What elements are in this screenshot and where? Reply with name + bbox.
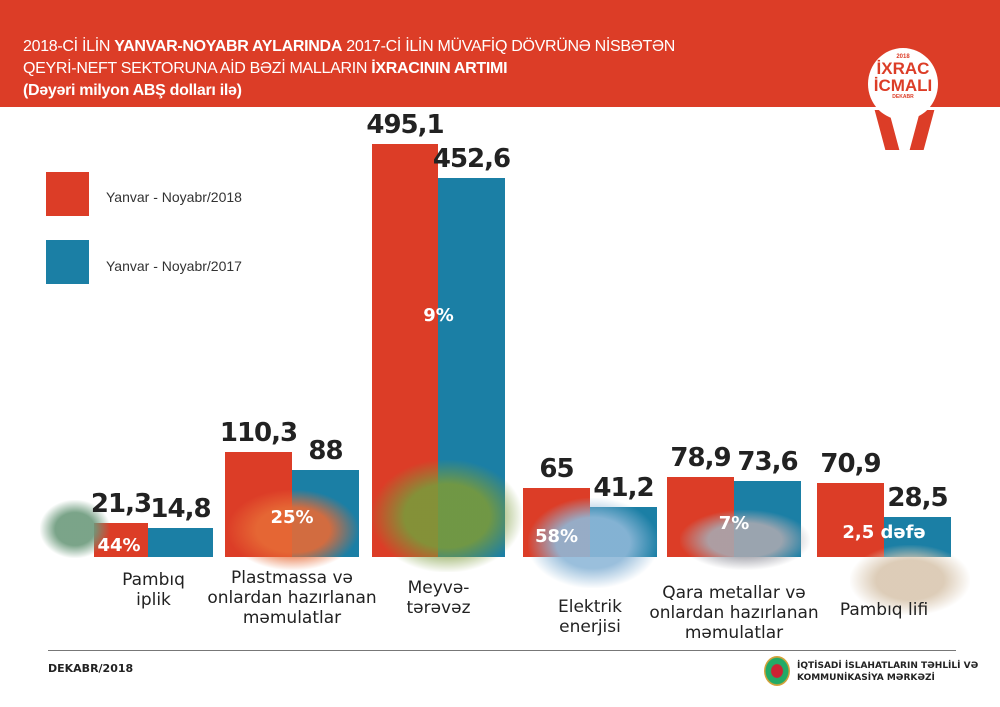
legend-label-2017: Yanvar - Noyabr/2017 [106, 258, 242, 274]
value-label-2017: 452,6 [432, 143, 511, 174]
value-label-2017: 41,2 [593, 473, 654, 504]
category-label: Qara metallar və onlardan hazırlanan məm… [649, 583, 819, 643]
value-label-2018: 495,1 [366, 109, 444, 140]
title-line-1: 2018-Cİ İLİN YANVAR-NOYABR AYLARINDA 201… [23, 38, 675, 56]
value-label-2017: 73,6 [737, 447, 798, 478]
product-image [680, 510, 810, 570]
badge-line2: İCMALI [873, 76, 933, 95]
growth-label: 58% [534, 526, 579, 548]
category-label: Meyvə- tərəvəz [406, 578, 471, 618]
growth-label: 2,5 dəfə [842, 522, 926, 543]
title-part: 2017-Cİ İLİN MÜVAFİQ DÖVRÜNƏ NİSBƏTƏN [342, 38, 675, 55]
footer-divider [48, 650, 956, 651]
badge-line1: İXRAC [876, 59, 930, 78]
product-image [528, 498, 658, 588]
org-line-2: KOMMUNİKASİYA MƏRKƏZİ [797, 673, 935, 683]
growth-label: 7% [718, 513, 750, 535]
subtitle: (Dəyəri milyon ABŞ dolları ilə) [23, 82, 242, 99]
value-label-2017: 28,5 [887, 483, 948, 514]
header-banner: 2018-Cİ İLİN YANVAR-NOYABR AYLARINDA 201… [0, 0, 1000, 107]
growth-label: 9% [423, 304, 454, 326]
category-label: Elektrik enerjisi [558, 597, 622, 637]
title-line-2: QEYRİ-NEFT SEKTORUNA AİD BƏZİ MALLARIN İ… [23, 60, 508, 78]
growth-label: 25% [270, 507, 314, 529]
legend-swatch-2018 [46, 172, 89, 216]
footer-org: İQTİSADİ İSLAHATLARIN TƏHLİLİ VƏ KOMMUNİK… [797, 660, 978, 684]
product-image [228, 490, 358, 570]
title-bold: YANVAR-NOYABR AYLARINDA [114, 38, 343, 55]
value-label-2018: 110,3 [219, 417, 298, 448]
category-label: Pambıq iplik [122, 570, 185, 610]
value-label-2018: 65 [539, 454, 574, 484]
title-bold: İXRACININ ARTIMI [371, 60, 508, 77]
ixrac-icmali-badge: 2018 İXRAC İCMALI DEKABR [868, 48, 938, 120]
growth-label: 44% [97, 535, 141, 556]
legend-swatch-2017 [46, 240, 89, 284]
badge-year: 2018 [896, 54, 910, 60]
product-image [372, 460, 522, 572]
bar-2017 [148, 528, 213, 557]
value-label-2018: 21,3 [90, 488, 152, 519]
legend-label-2018: Yanvar - Noyabr/2018 [106, 189, 242, 205]
footer-date: DEKABR/2018 [48, 662, 134, 675]
value-label-2018: 78,9 [670, 442, 731, 473]
product-image [40, 500, 110, 558]
state-emblem-icon [764, 656, 790, 686]
value-label-2017: 14,8 [150, 494, 211, 525]
title-part: QEYRİ-NEFT SEKTORUNA AİD BƏZİ MALLARIN [23, 60, 372, 77]
bar-2018 [817, 483, 884, 557]
value-label-2018: 70,9 [820, 449, 881, 480]
title-part: 2018-Cİ İLİN [23, 38, 115, 55]
badge-sub: DEKABR [892, 94, 914, 100]
category-label: Pambıq lifi [839, 600, 929, 620]
value-label-2017: 88 [308, 435, 343, 466]
category-label: Plastmassa və onlardan hazırlanan məmula… [207, 568, 377, 628]
product-image [850, 545, 970, 615]
org-line-1: İQTİSADİ İSLAHATLARIN TƏHLİLİ VƏ [797, 661, 979, 671]
